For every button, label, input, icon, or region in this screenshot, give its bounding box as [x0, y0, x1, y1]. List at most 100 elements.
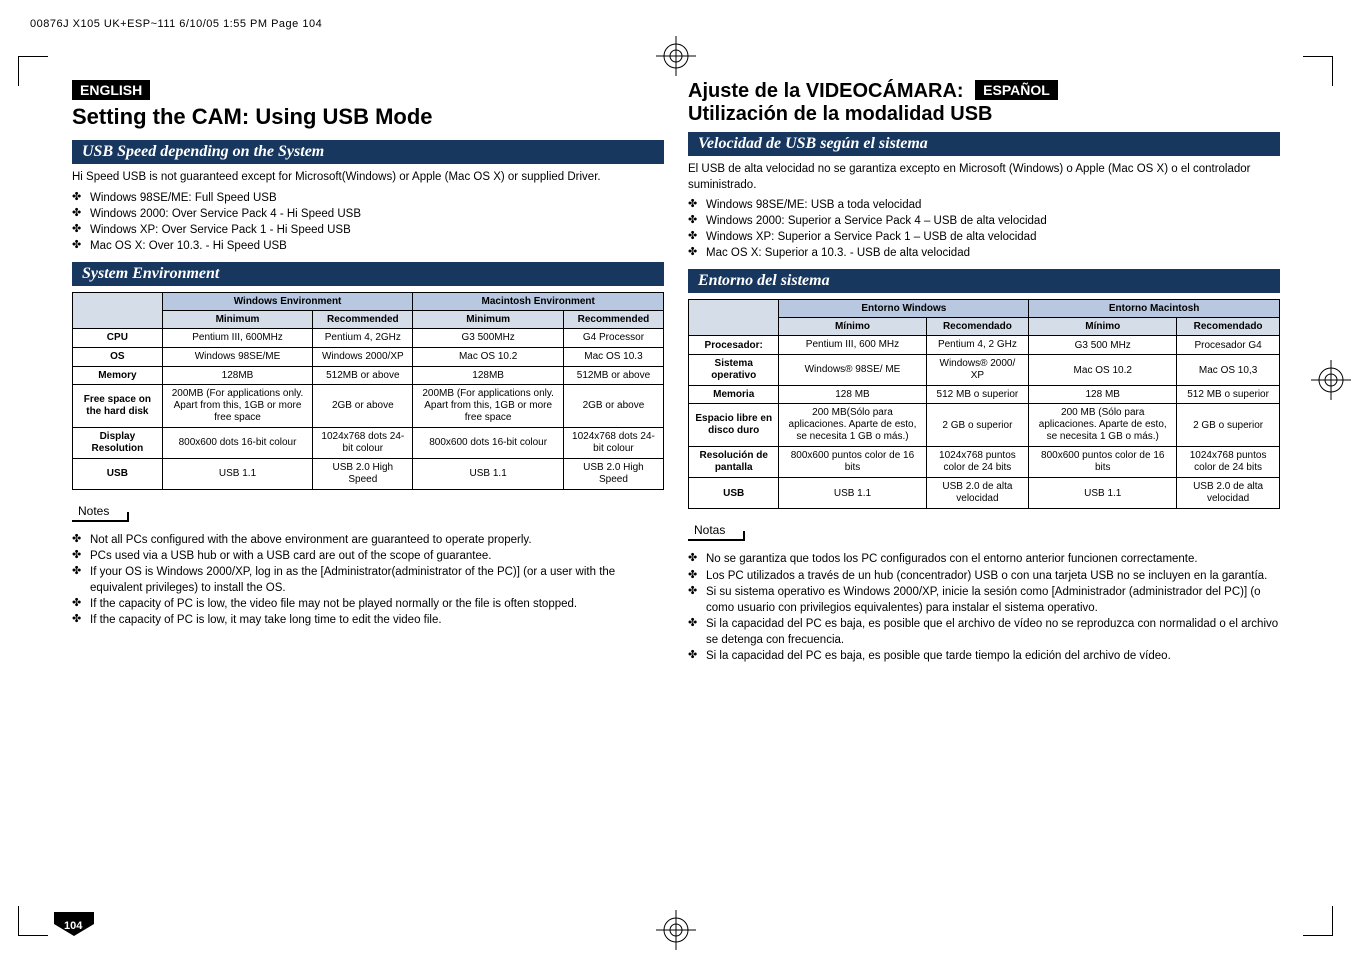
table-cell: 512MB or above	[563, 366, 663, 384]
table-row: Free space on the hard disk 200MB (For a…	[73, 384, 664, 427]
row-label: Procesador:	[689, 336, 779, 355]
table-cell: Pentium III, 600 MHz	[779, 336, 926, 355]
list-item: If the capacity of PC is low, it may tak…	[72, 612, 664, 628]
row-label: Memory	[73, 366, 163, 384]
table-cell: G4 Processor	[563, 328, 663, 347]
table-cell: Mac OS 10.2	[413, 347, 564, 366]
table-cell: USB 1.1	[413, 458, 564, 489]
crop-mark	[1303, 906, 1333, 936]
section-header: Entorno del sistema	[688, 269, 1280, 293]
table-cell: USB 1.1	[162, 458, 313, 489]
page-number: 104	[64, 920, 82, 932]
table-cell: USB 2.0 High Speed	[313, 458, 413, 489]
table-cell: Mac OS 10,3	[1177, 355, 1280, 386]
table-cell: 200 MB (Sólo para aplicaciones. Aparte d…	[1029, 404, 1177, 447]
column-title: Ajuste de la VIDEOCÁMARA: ESPAÑOL Utiliz…	[688, 80, 1280, 126]
table-cell: 128MB	[162, 366, 313, 384]
list-item: Windows 98SE/ME: USB a toda velocidad	[688, 197, 1280, 213]
system-env-table: Entorno Windows Entorno Macintosh Mínimo…	[688, 299, 1280, 509]
table-cell: 2 GB o superior	[1177, 404, 1280, 447]
section-header: USB Speed depending on the System	[72, 140, 664, 164]
table-cell: 2GB or above	[563, 384, 663, 427]
table-cell: 200MB (For applications only. Apart from…	[162, 384, 313, 427]
table-cell: 512MB or above	[313, 366, 413, 384]
table-subheader: Recommended	[563, 310, 663, 328]
crop-mark	[1303, 56, 1333, 86]
table-cell: 128MB	[413, 366, 564, 384]
table-row: USB USB 1.1 USB 2.0 de alta velocidad US…	[689, 478, 1280, 509]
table-subheader: Recommended	[313, 310, 413, 328]
table-cell: USB 2.0 High Speed	[563, 458, 663, 489]
table-subheader: Minimum	[162, 310, 313, 328]
table-subheader: Recomendado	[1177, 318, 1280, 336]
list-item: Si la capacidad del PC es baja, es posib…	[688, 616, 1280, 648]
table-cell: 2 GB o superior	[926, 404, 1029, 447]
list-item: Windows 98SE/ME: Full Speed USB	[72, 190, 664, 206]
table-row: Memoria 128 MB 512 MB o superior 128 MB …	[689, 386, 1280, 404]
table-header: Macintosh Environment	[413, 292, 664, 310]
table-header: Windows Environment	[162, 292, 413, 310]
intro-text: Hi Speed USB is not guaranteed except fo…	[72, 170, 664, 186]
table-cell: USB 1.1	[1029, 478, 1177, 509]
table-cell: 512 MB o superior	[926, 386, 1029, 404]
list-item: PCs used via a USB hub or with a USB car…	[72, 548, 664, 564]
table-cell: Pentium 4, 2 GHz	[926, 336, 1029, 355]
registration-mark	[1311, 360, 1351, 400]
print-header: 00876J X105 UK+ESP~111 6/10/05 1:55 PM P…	[30, 18, 322, 30]
table-subheader: Minimum	[413, 310, 564, 328]
system-env-table: Windows Environment Macintosh Environmen…	[72, 292, 664, 490]
table-cell: Pentium III, 600MHz	[162, 328, 313, 347]
list-item: Si su sistema operativo es Windows 2000/…	[688, 584, 1280, 616]
table-row: Memory 128MB 512MB or above 128MB 512MB …	[73, 366, 664, 384]
list-item: If the capacity of PC is low, the video …	[72, 596, 664, 612]
list-item: Windows XP: Over Service Pack 1 - Hi Spe…	[72, 222, 664, 238]
row-label: CPU	[73, 328, 163, 347]
crop-mark	[18, 56, 48, 86]
language-badge: ESPAÑOL	[975, 80, 1058, 100]
table-cell: Procesador G4	[1177, 336, 1280, 355]
list-item: No se garantiza que todos los PC configu…	[688, 551, 1280, 567]
registration-mark	[656, 910, 696, 950]
left-column: ENGLISH Setting the CAM: Using USB Mode …	[60, 80, 676, 672]
row-label: Memoria	[689, 386, 779, 404]
table-cell: Windows® 2000/ XP	[926, 355, 1029, 386]
row-label: Display Resolution	[73, 427, 163, 458]
table-subheader: Recomendado	[926, 318, 1029, 336]
title-line1: Ajuste de la VIDEOCÁMARA:	[688, 80, 964, 102]
list-item: Windows 2000: Over Service Pack 4 - Hi S…	[72, 206, 664, 222]
table-cell: 128 MB	[779, 386, 926, 404]
title-line2: Utilización de la modalidad USB	[688, 103, 993, 125]
table-cell: Windows 98SE/ME	[162, 347, 313, 366]
crop-mark	[18, 906, 48, 936]
notes-label: Notas	[688, 521, 743, 541]
page-container: ENGLISH Setting the CAM: Using USB Mode …	[60, 80, 1292, 672]
table-cell: Windows® 98SE/ ME	[779, 355, 926, 386]
language-badge: ENGLISH	[72, 80, 150, 100]
list-item: Not all PCs configured with the above en…	[72, 532, 664, 548]
table-cell: 200MB (For applications only. Apart from…	[413, 384, 564, 427]
table-cell: 800x600 puntos color de 16 bits	[779, 447, 926, 478]
row-label: Resolución de pantalla	[689, 447, 779, 478]
table-row: Sistema operativo Windows® 98SE/ ME Wind…	[689, 355, 1280, 386]
table-cell: G3 500 MHz	[1029, 336, 1177, 355]
table-cell: 1024x768 dots 24-bit colour	[313, 427, 413, 458]
table-cell: Pentium 4, 2GHz	[313, 328, 413, 347]
table-cell: G3 500MHz	[413, 328, 564, 347]
table-cell: 200 MB(Sólo para aplicaciones. Aparte de…	[779, 404, 926, 447]
intro-text: El USB de alta velocidad no se garantiza…	[688, 162, 1280, 193]
table-header: Entorno Windows	[779, 300, 1029, 318]
list-item: Mac OS X: Over 10.3. - Hi Speed USB	[72, 238, 664, 254]
table-row: CPU Pentium III, 600MHz Pentium 4, 2GHz …	[73, 328, 664, 347]
table-cell: 800x600 dots 16-bit colour	[413, 427, 564, 458]
registration-mark	[656, 36, 696, 76]
usb-speed-list: Windows 98SE/ME: Full Speed USB Windows …	[72, 190, 664, 254]
list-item: Los PC utilizados a través de un hub (co…	[688, 568, 1280, 584]
table-row: OS Windows 98SE/ME Windows 2000/XP Mac O…	[73, 347, 664, 366]
section-header: Velocidad de USB según el sistema	[688, 132, 1280, 156]
column-title: Setting the CAM: Using USB Mode	[72, 104, 664, 130]
table-cell: 1024x768 puntos color de 24 bits	[926, 447, 1029, 478]
list-item: Mac OS X: Superior a 10.3. - USB de alta…	[688, 245, 1280, 261]
table-cell: 512 MB o superior	[1177, 386, 1280, 404]
table-subheader: Mínimo	[779, 318, 926, 336]
row-label: USB	[73, 458, 163, 489]
